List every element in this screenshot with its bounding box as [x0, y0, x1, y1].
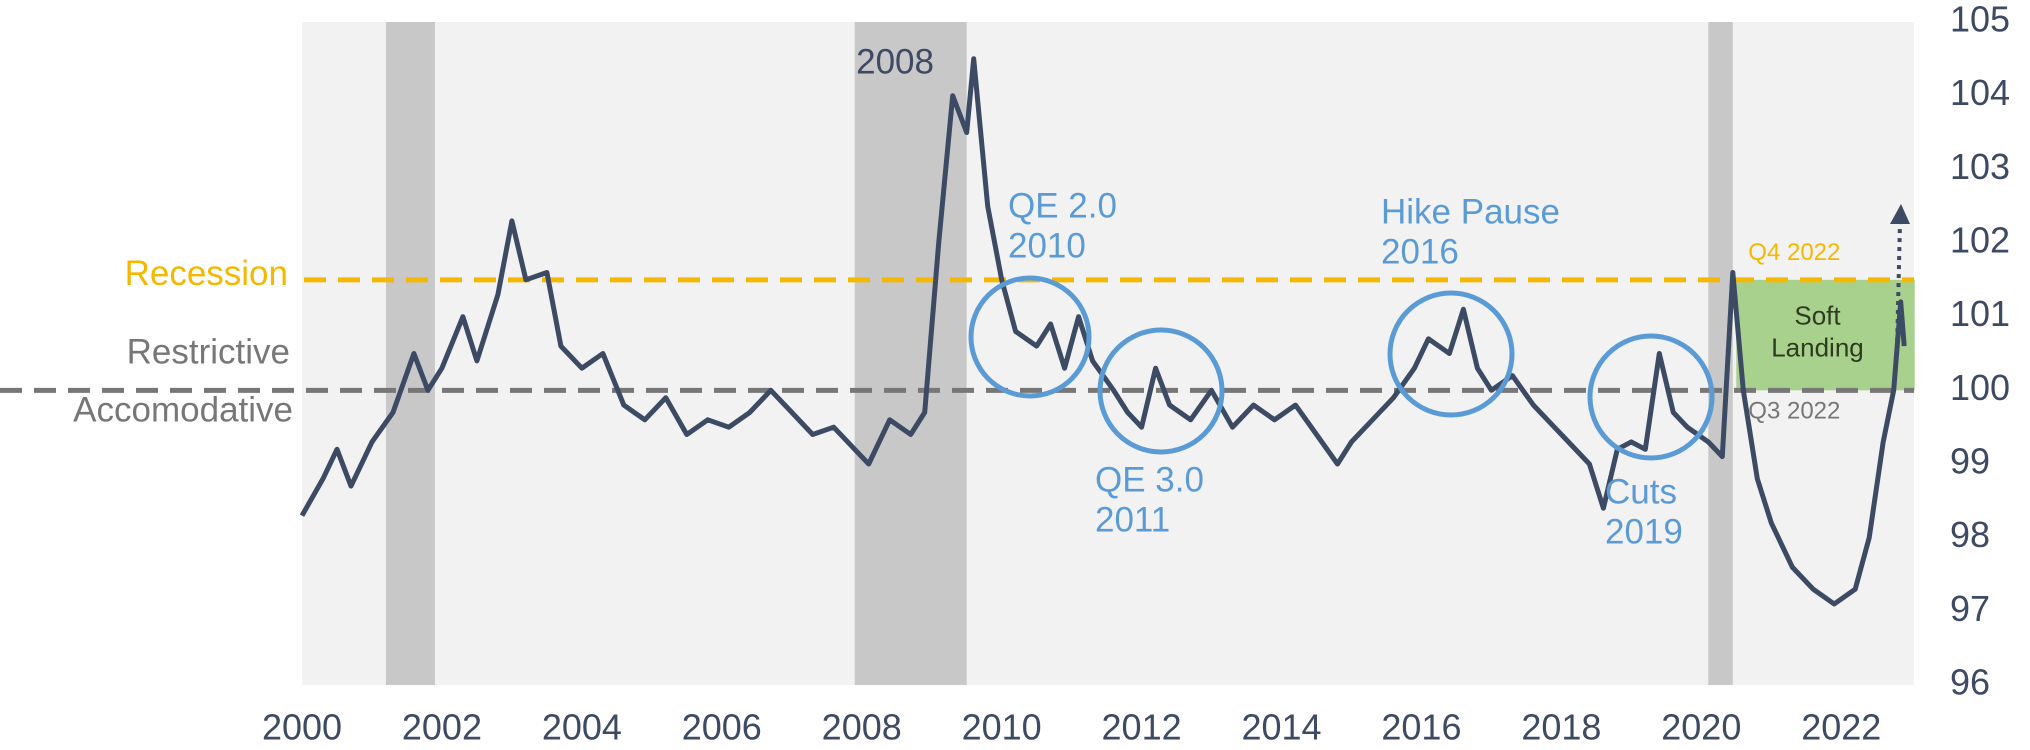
annotation-label: QE 2.0 [1008, 186, 1117, 225]
reference-label: Recession [125, 254, 288, 293]
x-tick-label: 2014 [1241, 707, 1321, 748]
x-tick-label: 2010 [962, 707, 1042, 748]
annotation-label: QE 3.0 [1095, 460, 1204, 499]
annotation-circle [1387, 290, 1515, 418]
annotation-label: Cuts [1605, 472, 1677, 511]
y-tick-label: 99 [1950, 441, 1990, 482]
y-tick-label: 96 [1950, 662, 1990, 703]
q3-label: Q3 2022 [1748, 398, 1840, 425]
x-tick-label: 2012 [1102, 707, 1182, 748]
annotation-circle [1097, 327, 1225, 455]
x-tick-label: 2002 [402, 707, 482, 748]
annotation-label: 2011 [1095, 500, 1170, 539]
annotation-label: 2019 [1605, 512, 1683, 551]
reference-label: Restrictive [127, 333, 290, 372]
x-tick-label: 2008 [822, 707, 902, 748]
y-tick-label: 103 [1950, 146, 2010, 187]
x-tick-label: 2018 [1521, 707, 1601, 748]
x-tick-label: 2000 [262, 707, 342, 748]
x-tick-label: 2006 [682, 707, 762, 748]
x-tick-label: 2020 [1661, 707, 1741, 748]
annotation-label: Hike Pause [1381, 192, 1560, 231]
y-tick-label: 105 [1950, 0, 2010, 40]
annotation-circle [968, 275, 1092, 399]
y-tick-label: 104 [1950, 72, 2010, 113]
reference-label: Accomodative [73, 391, 293, 430]
y-tick-label: 101 [1950, 293, 2010, 334]
recession-band [385, 22, 435, 685]
y-tick-label: 102 [1950, 220, 2010, 261]
y-tick-label: 98 [1950, 514, 1990, 555]
x-tick-label: 2004 [542, 707, 622, 748]
x-tick-label: 2022 [1801, 707, 1881, 748]
annotation-label: 2008 [856, 42, 934, 81]
y-tick-label: 100 [1950, 367, 2010, 408]
q4-label: Q4 2022 [1748, 239, 1840, 266]
soft-landing-label: Landing [1771, 333, 1864, 363]
annotation-label: 2010 [1008, 226, 1086, 265]
data-line [299, 56, 1907, 607]
arrow-shaft [1895, 221, 1902, 351]
x-tick-label: 2016 [1381, 707, 1461, 748]
soft-landing-label: Soft [1794, 301, 1841, 331]
plot-background [302, 22, 1914, 685]
soft-landing-box [1736, 279, 1915, 391]
y-tick-label: 97 [1950, 588, 1990, 629]
annotation-label: 2016 [1381, 232, 1459, 271]
annotation-circle [1587, 333, 1715, 461]
arrow-head [1890, 204, 1910, 224]
